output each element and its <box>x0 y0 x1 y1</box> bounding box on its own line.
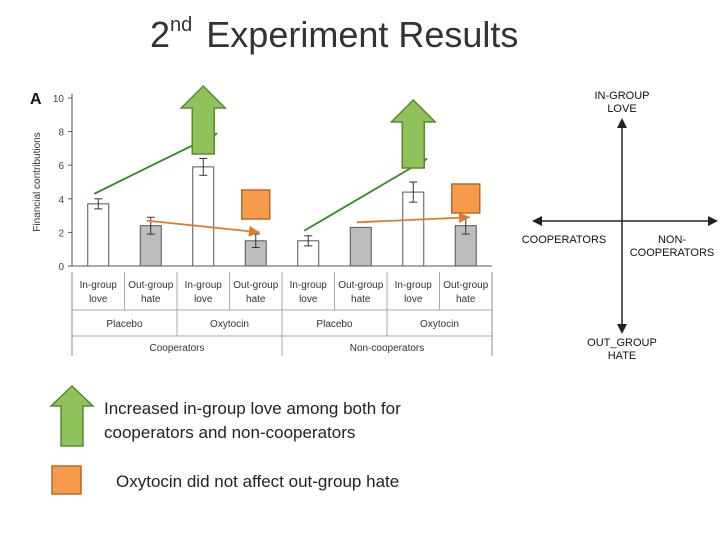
x-tick-label: hate <box>141 294 161 305</box>
condition-label: Placebo <box>316 319 353 330</box>
panel-label: A <box>30 91 42 108</box>
y-tick-label: 4 <box>58 195 64 206</box>
slide-title: 2nd Experiment Results <box>150 14 518 56</box>
quadrant-top-line1: IN-GROUP <box>594 90 650 102</box>
x-tick-label: Out-group <box>338 280 383 291</box>
quadrant-bottom-label: OUT_GROUP HATE <box>582 337 662 363</box>
x-tick-label: hate <box>246 294 266 305</box>
increase-arrow-icon <box>389 98 438 169</box>
title-main: Experiment Results <box>206 14 519 55</box>
arrowhead-up-icon <box>617 118 627 128</box>
x-tick-label: hate <box>351 294 371 305</box>
x-tick-label: love <box>299 294 318 305</box>
quadrant-right-line2: COOPERATORS <box>629 247 715 259</box>
legend-green-text: Increased in-group love among both for c… <box>104 397 524 445</box>
x-tick-label: hate <box>456 294 476 305</box>
x-tick-label: In-group <box>185 280 223 291</box>
quadrant-right-label: NON- COOPERATORS <box>626 234 718 260</box>
arrowhead-down-icon <box>617 324 627 334</box>
x-tick-label: In-group <box>395 280 433 291</box>
quadrant-left-label: COOPERATORS <box>514 234 614 247</box>
trend-arrow-flat <box>146 219 260 237</box>
quadrant-left-text: COOPERATORS <box>521 234 607 246</box>
x-tick-label: Out-group <box>443 280 488 291</box>
orange-square-icon <box>51 465 82 495</box>
condition-label: Placebo <box>106 319 143 330</box>
y-tick-label: 10 <box>53 94 65 105</box>
quadrant-top-label: IN-GROUP LOVE <box>582 90 662 116</box>
trend-arrow-up <box>303 157 428 232</box>
title-ordinal: 2 <box>150 14 171 55</box>
increase-arrow-icon <box>179 84 228 155</box>
bar <box>349 226 372 267</box>
y-tick-label: 0 <box>58 262 64 273</box>
arrowhead-left-icon <box>532 216 542 226</box>
x-tick-label: love <box>194 294 213 305</box>
y-axis-label: Financial contributions <box>32 132 43 232</box>
no-change-square-icon <box>451 183 481 214</box>
quadrant-bottom-line1: OUT_GROUP <box>587 337 657 349</box>
group-label: Cooperators <box>149 343 204 354</box>
quadrant-top-line2: LOVE <box>607 103 637 115</box>
up-arrow-icon <box>49 384 95 447</box>
legend-green-line1: Increased in-group love among both for <box>104 399 401 418</box>
legend-green-line2: cooperators and non-cooperators <box>104 423 356 442</box>
x-tick-label: In-group <box>80 280 118 291</box>
x-tick-label: Out-group <box>233 280 278 291</box>
x-tick-label: Out-group <box>128 280 173 291</box>
x-tick-label: love <box>404 294 423 305</box>
x-tick-label: love <box>89 294 108 305</box>
y-tick-label: 6 <box>58 161 64 172</box>
x-tick-label: In-group <box>290 280 328 291</box>
condition-label: Oxytocin <box>210 319 249 330</box>
legend-orange-text: Oxytocin did not affect out-group hate <box>116 472 400 491</box>
y-tick-label: 8 <box>58 128 64 139</box>
quadrant-bottom-line2: HATE <box>607 350 637 362</box>
arrowhead-right-icon <box>708 216 718 226</box>
group-label: Non-cooperators <box>350 343 424 354</box>
y-tick-label: 2 <box>58 228 64 239</box>
title-ordinal-suffix: nd <box>170 14 193 36</box>
quadrant-right-line1: NON- <box>657 234 687 246</box>
condition-label: Oxytocin <box>420 319 459 330</box>
trend-arrow-flat <box>356 212 470 224</box>
no-change-square-icon <box>241 189 271 220</box>
